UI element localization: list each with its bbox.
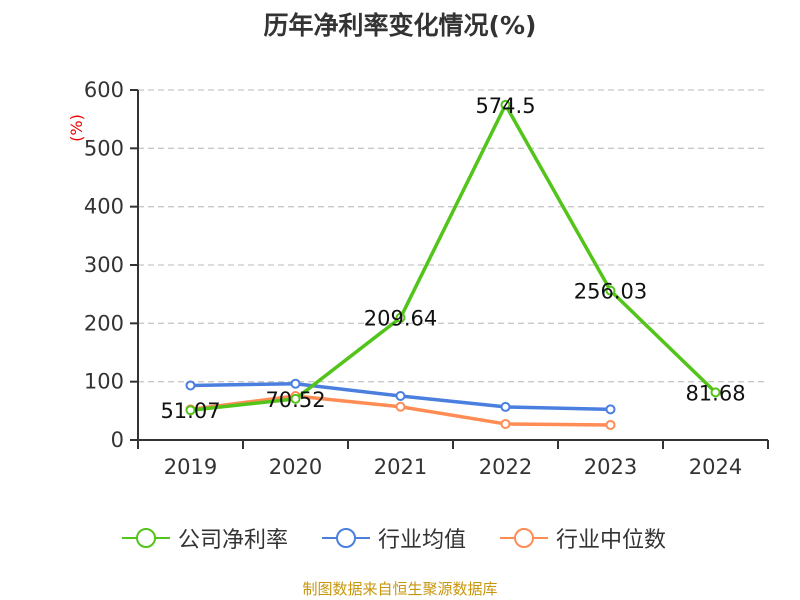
legend-label: 行业均值 [378, 528, 467, 553]
data-label: 574.5 [475, 94, 535, 118]
x-tick-label: 2021 [374, 455, 427, 479]
data-point [395, 391, 406, 402]
data-point [605, 285, 616, 296]
data-label: 70.52 [265, 388, 325, 412]
y-tick-label: 200 [84, 311, 124, 335]
x-tick-label: 2022 [479, 455, 532, 479]
data-point [395, 312, 406, 323]
data-point [710, 387, 721, 398]
legend-label: 公司净利率 [178, 528, 289, 553]
data-point [290, 393, 301, 404]
legend-item-company[interactable]: 公司净利率 [122, 522, 288, 554]
y-tick-label: 400 [84, 195, 124, 219]
legend-marker-icon [122, 528, 170, 548]
legend-item-industry-mean[interactable]: 行业均值 [322, 522, 466, 554]
data-point [185, 380, 196, 391]
data-point [500, 418, 511, 429]
data-label: 51.07 [160, 399, 220, 423]
data-point [395, 401, 406, 412]
legend-marker-icon [500, 528, 548, 548]
data-point [500, 401, 511, 412]
y-tick-label: 600 [84, 78, 124, 102]
data-source-note: 制图数据来自恒生聚源数据库 [302, 580, 498, 598]
x-tick-label: 2019 [164, 455, 217, 479]
data-label: 81.68 [685, 381, 745, 405]
legend-item-industry-median[interactable]: 行业中位数 [500, 522, 666, 554]
chart-title: 历年净利率变化情况(%) [263, 11, 537, 40]
y-tick-label: 500 [84, 136, 124, 160]
data-point [185, 405, 196, 416]
data-point [605, 404, 616, 415]
y-tick-label: 300 [84, 253, 124, 277]
x-tick-label: 2020 [269, 455, 322, 479]
y-tick-label: 100 [84, 370, 124, 394]
x-tick-label: 2023 [584, 455, 637, 479]
x-tick-label: 2024 [689, 455, 742, 479]
data-point [290, 378, 301, 389]
data-point [605, 419, 616, 430]
data-label: 209.64 [364, 307, 437, 331]
series-line-0 [190, 103, 717, 412]
legend-marker-icon [322, 528, 370, 548]
data-point [500, 99, 511, 110]
y-tick-label: 0 [111, 428, 124, 452]
data-label: 256.03 [574, 280, 647, 304]
y-axis-label: (%) [67, 114, 86, 142]
legend-label: 行业中位数 [556, 528, 667, 553]
